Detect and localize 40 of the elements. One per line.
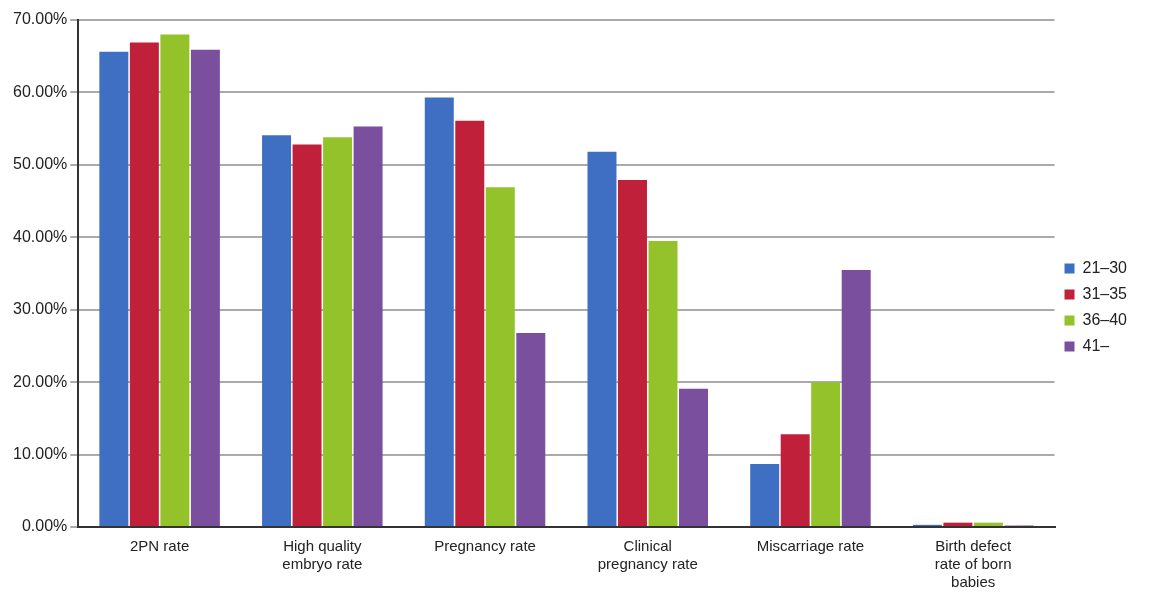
bar [323,137,353,526]
y-tick-label: 30.00% [13,300,68,318]
bar [99,51,129,526]
bar [129,42,159,526]
bar [485,187,515,526]
bar [679,388,708,526]
bar [353,126,383,526]
bar [780,434,810,526]
bar [618,180,647,526]
bar [973,522,1003,526]
legend-label: 21–30 [1082,258,1128,276]
bar [424,97,454,526]
x-tick-label: 2PN rate [130,537,190,555]
y-tick-label: 10.00% [13,444,68,462]
x-tick-label: Clinical pregnancy rate [597,537,698,573]
x-tick-label: Pregnancy rate [434,537,536,555]
bar [648,240,678,526]
bar [750,463,780,526]
y-tick-label: 20.00% [13,372,68,390]
y-tick-label: 60.00% [13,82,68,100]
bar [841,269,871,526]
legend-label: 31–35 [1082,284,1128,302]
y-tick-label: 70.00% [13,10,68,28]
bar [190,49,220,526]
legend-label: 36–40 [1082,310,1128,328]
bar [455,120,485,526]
y-tick-label: 40.00% [13,227,68,245]
y-tick-label: 50.00% [13,155,68,173]
bar [292,144,322,526]
bar [160,34,190,526]
x-tick-label: High quality embryo rate [282,537,363,573]
bar [262,135,292,526]
x-tick-label: Birth defect rate of born babies [934,537,1012,591]
bar [516,332,546,526]
bar [587,151,617,526]
bar [943,522,973,526]
legend-label: 41– [1082,336,1110,354]
bar [811,382,841,526]
y-tick-label: 0.00% [21,517,68,535]
x-tick-label: Miscarriage rate [756,537,865,555]
